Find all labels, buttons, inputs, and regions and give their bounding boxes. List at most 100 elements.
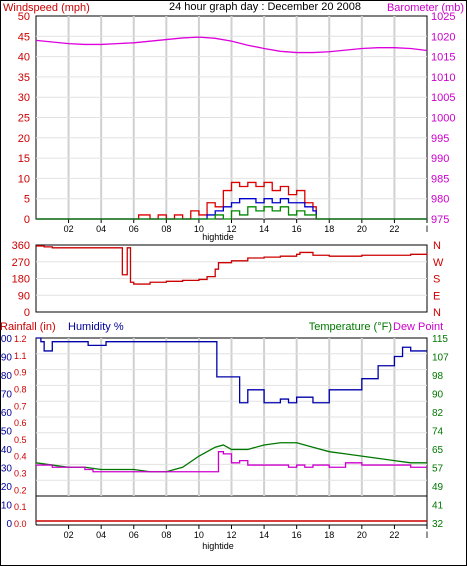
humidity-tick-label: 10 [1, 501, 13, 512]
temperature-line [35, 442, 427, 473]
wind-xtick-label: 06 [129, 224, 139, 234]
wind-xtick-label: I [426, 224, 429, 234]
top-xlabel: hightide [202, 232, 234, 242]
humidity-xtick-label: 16 [292, 530, 302, 540]
temperature-tick-label: 49 [432, 482, 444, 493]
temperature-tick-label: 32 [432, 519, 444, 530]
temperature-tick-label: 115 [432, 334, 448, 345]
humidity-xtick-label: 08 [161, 530, 171, 540]
temperature-tick-label: 107 [432, 353, 449, 364]
barometer-tick-label: 975 [431, 214, 449, 226]
rainfall-tick-label: 1.1 [14, 351, 27, 361]
windspeed-tick-label: 5 [24, 194, 30, 206]
humidity-tick-label: 80 [1, 371, 13, 382]
rainfall-tick-label: 0.8 [14, 384, 27, 394]
humidity-xtick-label: 18 [324, 530, 334, 540]
wind-xtick-label: 02 [64, 224, 74, 234]
windspeed-tick-label: 30 [18, 92, 30, 104]
direction-tick-label: 90 [18, 290, 30, 302]
humidity-axis-label: Humidity % [68, 321, 124, 333]
wind-xtick-label: 10 [194, 224, 204, 234]
temperature-tick-label: 41 [432, 501, 444, 512]
windspeed-tick-label: 50 [18, 11, 30, 23]
wind-xtick-label: 20 [357, 224, 367, 234]
wind-gust-line [36, 181, 427, 220]
wind-xtick-label: 14 [259, 224, 269, 234]
direction-tick-label: 270 [12, 257, 30, 269]
rainfall-tick-label: 1.2 [14, 334, 27, 344]
windspeed-tick-label: 35 [18, 72, 30, 84]
rainfall-tick-label: 0.1 [14, 502, 27, 512]
humidity-line [36, 337, 427, 404]
direction-compass-label: N [433, 240, 441, 252]
humidity-xtick-label: I [426, 530, 429, 540]
temperature-tick-label: 98 [432, 371, 444, 382]
barometer-tick-label: 1020 [431, 31, 455, 43]
rainfall-tick-label: 0.9 [14, 368, 27, 378]
temperature-tick-label: 57 [432, 464, 444, 475]
humidity-xtick-label: 10 [194, 530, 204, 540]
barometer-tick-label: 990 [431, 153, 449, 165]
humidity-xtick-label: 20 [357, 530, 367, 540]
windspeed-tick-label: 0 [24, 214, 30, 226]
rainfall-tick-label: 0.6 [14, 418, 27, 428]
temperature-tick-label: 74 [432, 427, 444, 438]
barometer-line [35, 36, 428, 54]
temperature-tick-label: 65 [432, 445, 444, 456]
humidity-tick-label: 20 [1, 482, 13, 493]
barometer-axis-label: Barometer (mb) [387, 2, 464, 14]
humidity-xtick-label: 22 [389, 530, 399, 540]
barometer-tick-label: 985 [431, 173, 449, 185]
wind-xtick-label: 18 [324, 224, 334, 234]
dewpoint-axis-label: Dew Point [393, 321, 443, 333]
barometer-tick-label: 1000 [431, 113, 455, 125]
direction-compass-label: W [433, 257, 444, 269]
rainfall-axis-label: Rainfall (in) [0, 321, 56, 333]
dewpoint-line [36, 451, 427, 473]
humidity-xtick-label: 12 [226, 530, 236, 540]
windspeed-tick-label: 25 [18, 113, 30, 125]
barometer-tick-label: 1015 [431, 52, 455, 64]
humidity-xtick-label: 04 [96, 530, 106, 540]
humidity-tick-label: 0 [6, 519, 12, 530]
windspeed-axis-label: Windspeed (mph) [3, 2, 90, 14]
humidity-tick-label: 90 [1, 353, 13, 364]
wind-direction-line [36, 245, 428, 285]
rainfall-tick-label: 0.4 [14, 452, 27, 462]
rainfall-tick-label: 0.2 [14, 485, 27, 495]
windspeed-tick-label: 45 [18, 31, 30, 43]
wind-xtick-label: 08 [161, 224, 171, 234]
windspeed-tick-label: 20 [18, 133, 30, 145]
temperature-tick-label: 82 [432, 408, 444, 419]
humidity-tick-label: 100 [0, 334, 12, 345]
rainfall-tick-label: 0.7 [14, 401, 27, 411]
bottom-xlabel: hightide [202, 541, 234, 551]
humidity-xtick-label: 02 [64, 530, 74, 540]
humidity-tick-label: 50 [1, 427, 13, 438]
direction-tick-label: 180 [12, 274, 30, 286]
wind-avg-line [36, 198, 427, 220]
direction-compass-label: E [433, 290, 440, 302]
humidity-xtick-label: 06 [129, 530, 139, 540]
humidity-tick-label: 30 [1, 464, 13, 475]
direction-compass-label: S [433, 274, 440, 286]
barometer-tick-label: 980 [431, 194, 449, 206]
direction-tick-label: 360 [12, 240, 30, 252]
temperature-tick-label: 90 [432, 390, 444, 401]
chart-title: 24 hour graph day : December 20 2008 [169, 1, 361, 13]
rainfall-tick-label: 0.5 [14, 435, 27, 445]
wind-xtick-label: 12 [226, 224, 236, 234]
windspeed-tick-label: 10 [18, 173, 30, 185]
humidity-tick-label: 70 [1, 390, 13, 401]
wind-xtick-label: 16 [292, 224, 302, 234]
direction-compass-label: N [433, 307, 441, 319]
barometer-tick-label: 1005 [431, 92, 455, 104]
rainfall-tick-label: 0.3 [14, 469, 27, 479]
barometer-tick-label: 1010 [431, 72, 455, 84]
windspeed-tick-label: 15 [18, 153, 30, 165]
wind-xtick-label: 04 [96, 224, 106, 234]
windspeed-tick-label: 40 [18, 52, 30, 64]
humidity-tick-label: 60 [1, 408, 13, 419]
wind-xtick-label: 22 [389, 224, 399, 234]
